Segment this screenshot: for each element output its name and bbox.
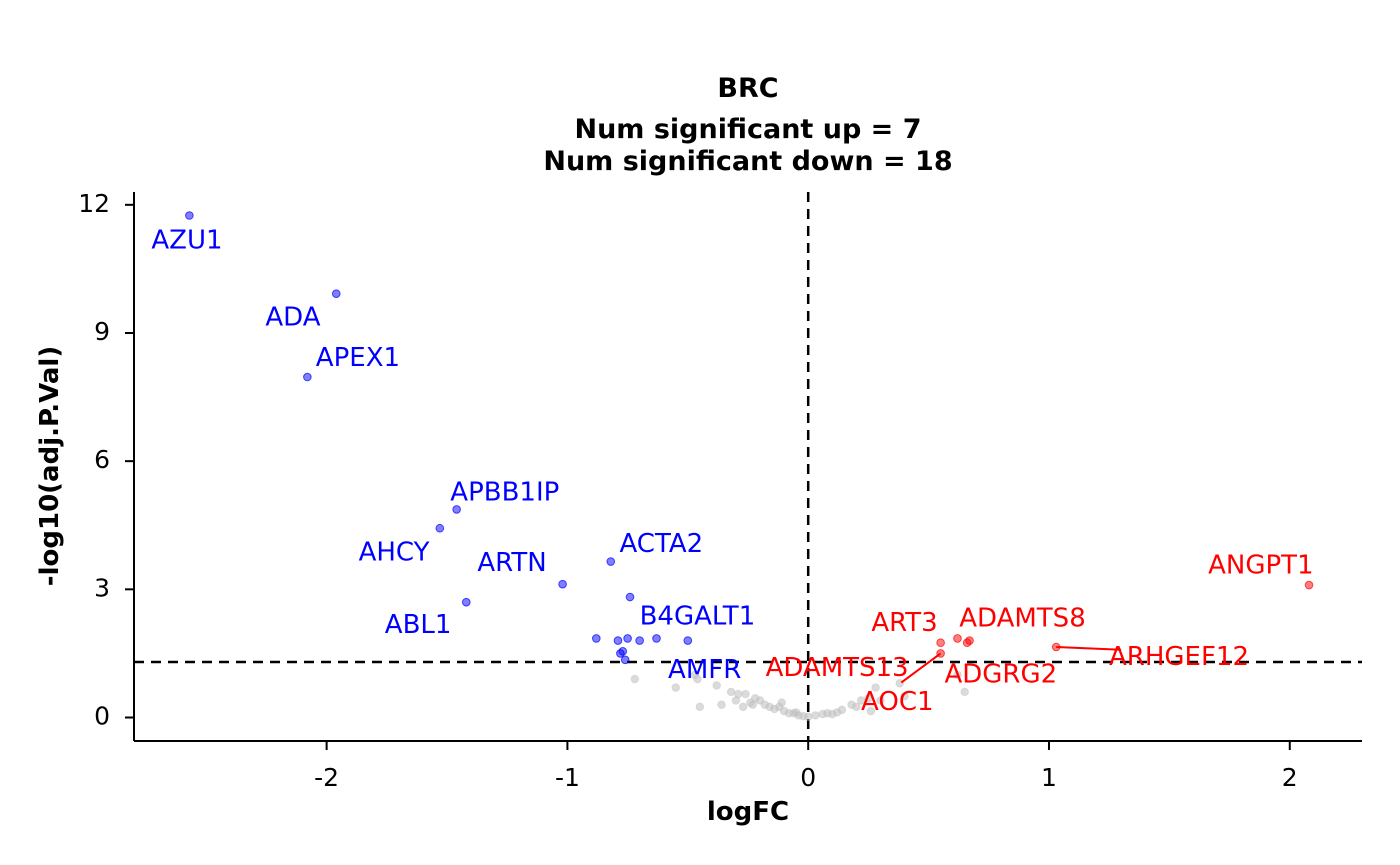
data-point-down [331,289,341,298]
x-axis-ticks: -2 -1 0 1 2 [314,741,1298,792]
gene-label: ADA [265,303,320,333]
data-point-down [625,592,635,602]
y-tick-label: 0 [94,702,110,731]
data-point-down [620,655,630,665]
data-point-down [303,372,312,382]
plot-area: AZU1 ADA APEX1 APBB1IP AHCY ARTN ABL1 ACTA2 B4GA… [134,192,1362,741]
gene-label: APEX1 [316,343,400,373]
x-axis-label: logFC [707,797,789,827]
x-tick-label: 2 [1282,763,1298,792]
y-tick-label: 3 [94,573,110,602]
data-point-down [592,634,601,643]
data-point-down [558,579,567,589]
data-point-ns [852,702,861,712]
data-point-ns [803,712,813,721]
data-point-down [635,636,644,645]
data-point-ns [693,674,702,684]
data-point-down [461,597,471,607]
gene-label: ADAMTS8 [959,604,1086,634]
data-point-down [613,636,623,645]
label-leader-line [900,652,942,684]
data-point-down [185,211,194,220]
data-point-ns [791,708,801,717]
data-point-down [452,505,461,514]
gene-label: AHCY [359,538,430,568]
x-tick-label: -1 [555,763,580,792]
gene-label: ADAMTS13 [766,653,909,683]
gene-label: AZU1 [151,226,222,256]
label-leader-line [1056,646,1122,651]
chart-title: BRC [717,73,778,104]
chart-subtitle-down: Num significant down = 18 [543,146,952,177]
y-axis-ticks: 0 3 6 9 12 [78,189,134,731]
data-point-ns [726,687,736,697]
data-point-up [953,634,962,643]
data-point-up [936,638,945,648]
x-tick-label: 0 [800,763,816,792]
y-tick-label: 6 [94,445,110,474]
data-point-ns [712,681,721,690]
data-point-up [1304,580,1314,590]
gene-label: ABL1 [385,610,452,640]
gene-label: ARTN [477,548,546,578]
gene-label: AOC1 [861,687,934,717]
data-point-down [435,523,445,533]
data-point-ns [876,696,885,705]
data-point-down [652,634,661,643]
data-point-ns [777,698,787,707]
data-point-ns [671,683,681,692]
x-tick-label: 1 [1041,763,1057,792]
gene-label: ART3 [871,608,937,638]
y-axis-label: -log10(adj.P.Val) [35,346,65,586]
y-tick-label: 12 [78,189,110,218]
data-point-ns [864,693,873,703]
data-point-ns [734,689,743,699]
gene-label: ADGRG2 [944,659,1057,689]
data-point-down [606,557,616,566]
gene-label: APBB1IP [450,478,559,508]
data-point-ns [871,683,880,692]
data-point-ns [900,691,909,701]
data-point-down [683,636,693,645]
gene-label: ARHGEF12 [1109,642,1249,672]
data-point-ns [741,689,750,699]
data-point-ns [811,711,820,720]
data-point-up [962,638,972,648]
gene-label: B4GALT1 [640,602,756,632]
data-point-ns [856,696,866,705]
gene-label: AMFR [668,655,741,685]
gene-label: ACTA2 [619,529,703,559]
data-point-ns [960,687,970,697]
data-point-ns [738,702,748,712]
data-point-ns [953,670,962,680]
gene-label: ANGPT1 [1208,550,1314,580]
data-point-down [623,634,632,643]
data-point-ns [837,705,847,715]
data-point-down [618,646,628,656]
chart-subtitle-up: Num significant up = 7 [574,114,921,145]
x-tick-label: -2 [314,763,339,792]
data-point-ns [866,706,876,716]
data-point-ns [695,702,705,712]
data-point-ns [630,674,640,684]
data-point-ns [717,700,726,709]
y-tick-label: 9 [94,317,110,346]
